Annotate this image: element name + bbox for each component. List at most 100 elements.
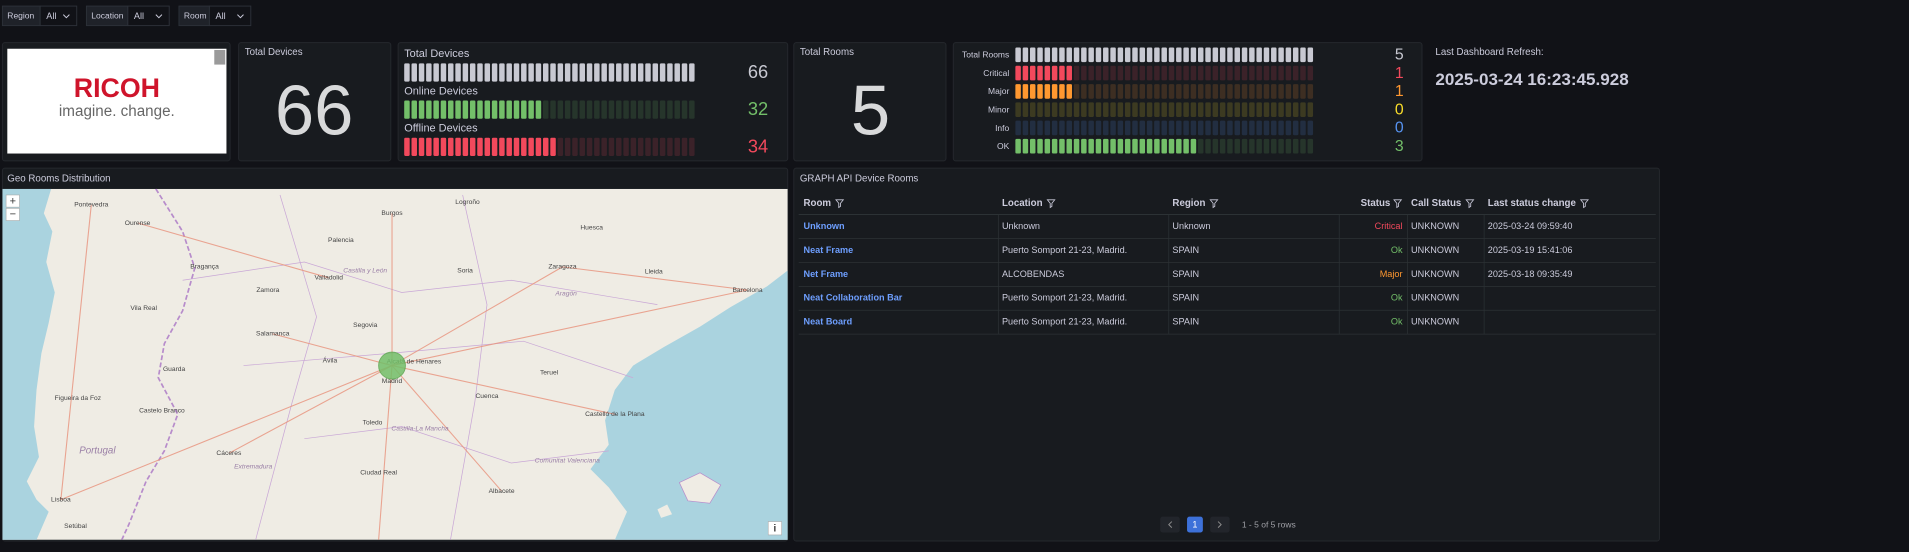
gauge-cell [418,63,425,82]
gauge-cell [506,137,512,156]
gauge-cell-empty [1168,84,1175,99]
gauge-cell-empty [1110,102,1116,117]
zoom-button[interactable] [5,208,20,221]
filter-icon[interactable] [1393,199,1403,209]
gauge-cell [535,100,542,119]
gauge-cell [440,63,447,82]
gauge-cell [455,63,461,82]
gauge-cell-empty [1088,84,1094,99]
zoom-button[interactable] [5,194,20,208]
gauge-cell-empty [1161,102,1167,117]
info-button[interactable] [767,521,782,536]
gauge-cell [689,63,695,82]
gauge-cell-empty [1256,138,1262,154]
gauge-cell-empty [542,100,549,119]
gauge-cell-empty [1241,138,1248,154]
column-header[interactable]: Status [1361,198,1391,209]
gauge-cell-empty [1234,102,1240,117]
gauge-cell-empty [1139,84,1146,99]
gauge-cell [623,63,629,82]
filter-icon[interactable] [1579,199,1589,209]
map-label: Palencia [328,237,354,244]
column-header[interactable]: Last status change [1488,198,1577,209]
gauge-cell-empty [1205,84,1211,99]
room-link[interactable]: Neat Frame [804,245,854,255]
gauge-cell [433,100,439,119]
stat-value: 66 [275,70,354,149]
chevron [62,14,70,19]
gauge-cell-empty [1300,84,1306,99]
gauge-cell [1095,47,1102,63]
map-label: Castilla-La Mancha [391,426,448,433]
filter-icon[interactable] [835,199,845,209]
filter-icon[interactable] [1465,199,1475,209]
gauge-cell-empty [1219,102,1226,117]
gauge-cell-empty [1212,102,1219,117]
gauge-cell [608,63,615,82]
gauge-cell-empty [1022,120,1029,136]
logo-brand: RICOH [74,73,160,103]
gauge-cell [1161,47,1167,63]
gauge-cell [535,63,542,82]
page-next[interactable] [1210,516,1230,533]
map-label: Castelo Branco [139,407,185,414]
map-label: Guarda [163,366,186,373]
gauge-cell-empty [1190,65,1197,81]
gauge-cell-empty [616,137,622,156]
gauge-cell [1066,84,1072,99]
room-link[interactable]: Unknown [804,221,845,231]
gauge-cell-empty [1234,120,1240,136]
gauge-cell-empty [1095,65,1102,81]
gauge-cell-empty [1190,120,1197,136]
filter-select[interactable] [208,5,252,27]
gauge-cell [1285,47,1292,63]
gauge-cell-empty [1117,102,1124,117]
filter-icon[interactable] [1046,199,1056,209]
gauge-cell [1124,47,1131,63]
gauge-cell-empty [1241,65,1248,81]
map-label: Alcalá de Henares [387,359,442,366]
gauge-track [1073,65,1314,81]
gauge-cell-empty [1271,65,1277,81]
filter-select[interactable] [39,5,78,27]
gauge-cell-empty [1066,102,1072,117]
info-icon: i [774,523,777,534]
page-number: 1 [1192,520,1197,530]
map-road [272,333,393,367]
map-label: Ávila [323,355,338,364]
filter-select[interactable] [127,5,170,27]
gauge-cell-empty [645,137,651,156]
room-link[interactable]: Neat Collaboration Bar [804,293,903,303]
gauge-cell-empty [652,100,659,119]
gauge-cell [513,63,520,82]
gauge-cell-empty [1183,120,1189,136]
gauge-cell-empty [1241,84,1248,99]
gauge-cell [1110,47,1116,63]
gauge-cell-empty [601,137,607,156]
gauge-cell-empty [550,100,556,119]
page-current[interactable] [1187,516,1203,533]
map-label: Lisboa [51,496,71,503]
filter-icon[interactable] [1209,199,1219,209]
gauge-cell-empty [1103,84,1109,99]
gauge-cell [1117,47,1124,63]
gauge-cell-empty [1256,65,1262,81]
cell: UNKNOWN [1411,317,1459,327]
gauge-cell [1124,138,1131,154]
page-prev[interactable] [1160,516,1180,533]
gauge-cell-empty [1117,84,1124,99]
room-link[interactable]: Neat Board [804,317,853,327]
gauge-cell [1059,84,1065,99]
room-link[interactable]: Net Frame [804,269,849,279]
gauge-cell [1103,47,1109,63]
gauge-cell-empty [1176,65,1182,81]
column-header[interactable]: Region [1172,198,1205,209]
gauge-cell [1037,65,1043,81]
gauge-cell [1029,47,1036,63]
map-marker[interactable] [378,351,406,380]
column-header[interactable]: Room [804,198,832,209]
map-border [120,188,196,540]
column-header[interactable]: Call Status [1411,198,1462,209]
column-header[interactable]: Location [1002,198,1043,209]
